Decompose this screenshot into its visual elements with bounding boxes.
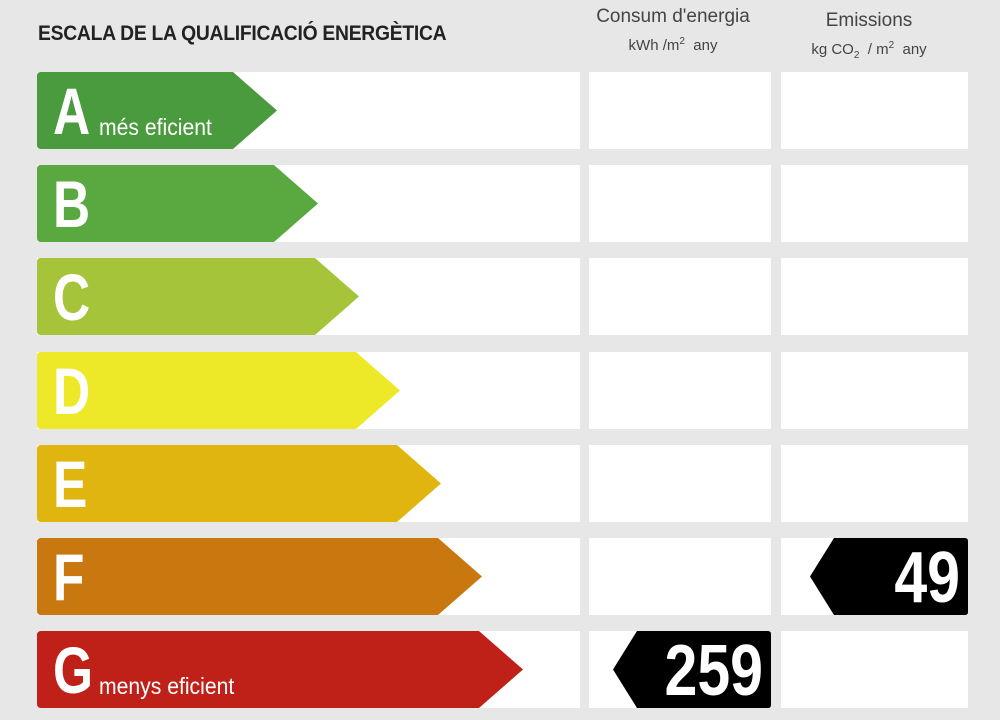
energy-cell [589, 258, 771, 336]
scale-cell: D [37, 351, 580, 429]
scale-cell: F [37, 538, 580, 615]
emissions-cell [781, 165, 968, 243]
emissions-cell [781, 72, 968, 149]
energy-cell [589, 538, 771, 615]
emissions-header-unit: kg CO2 / m2 any [811, 40, 927, 61]
class-letter: G [53, 633, 94, 708]
energy-rating-badge: 259 [613, 631, 771, 712]
emissions-column-header: Emissions kg CO2 / m2 any [784, 10, 954, 61]
class-arrow-e: E [37, 444, 443, 522]
class-arrow-f: F [37, 538, 484, 615]
label-title: ESCALA DE LA QUALIFICACIÓ ENERGÈTICA [38, 22, 447, 45]
class-letter: B [53, 167, 91, 242]
class-arrow-b: B [37, 165, 320, 243]
emissions-cell [781, 444, 968, 522]
emissions-cell [781, 631, 968, 709]
class-arrow-c: C [37, 258, 361, 336]
energy-cell [589, 165, 771, 243]
energy-cell [589, 444, 771, 522]
emissions-cell [781, 258, 968, 336]
class-letter: F [53, 540, 85, 614]
class-row-c: C [37, 258, 969, 336]
class-letter: A [53, 74, 91, 148]
class-row-d: D [37, 351, 969, 429]
energy-cell: 259 [589, 631, 771, 712]
rating-value: 49 [894, 538, 960, 618]
class-letter: E [53, 446, 88, 521]
energy-cell [589, 72, 771, 149]
class-caption: menys eficient [99, 673, 235, 700]
emissions-header-title: Emissions [825, 10, 913, 31]
class-letter: D [53, 353, 91, 428]
scale-cell: E [37, 444, 580, 522]
class-row-e: E [37, 444, 969, 522]
energy-cell [589, 351, 771, 429]
energy-header-unit: kWh /m2 any [628, 36, 718, 54]
class-caption: més eficient [99, 114, 212, 140]
scale-cell: B [37, 165, 580, 243]
class-letter: C [53, 260, 91, 335]
class-arrow-d: D [37, 351, 402, 429]
emissions-cell [781, 351, 968, 429]
scale-cell: C [37, 258, 580, 336]
energy-header-title: Consum d'energia [596, 6, 750, 27]
class-row-b: B [37, 165, 969, 243]
emissions-cell: 49 [781, 538, 968, 618]
class-row-f: F 49 [37, 538, 969, 618]
emissions-rating-badge: 49 [810, 538, 968, 618]
energy-column-header: Consum d'energia kWh /m2 any [588, 6, 758, 54]
rating-value: 259 [664, 631, 763, 712]
